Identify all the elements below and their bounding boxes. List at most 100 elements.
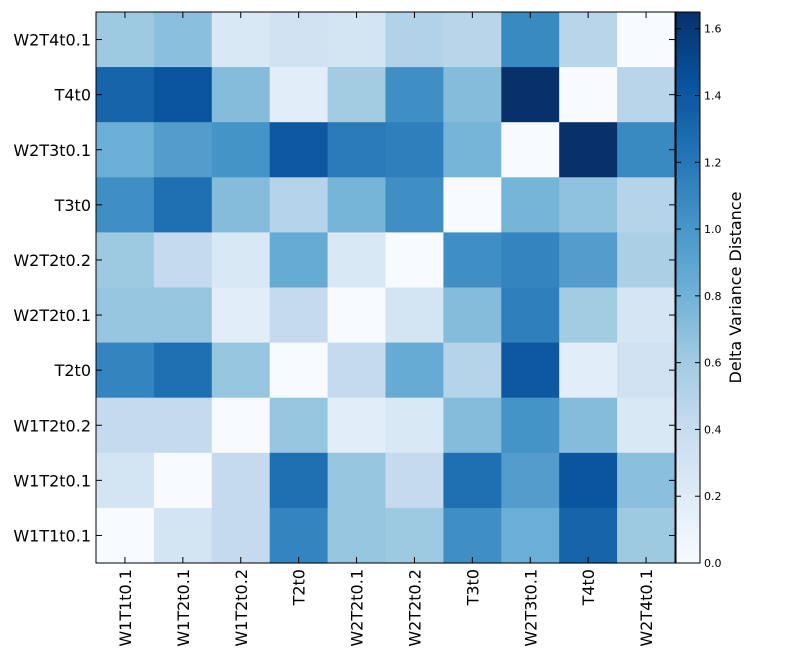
heatmap-cell [96, 287, 155, 344]
heatmap-cell [443, 507, 502, 564]
heatmap-cell [617, 122, 676, 178]
heatmap-cell [501, 122, 560, 178]
heatmap-cell [269, 232, 329, 289]
heatmap-cell [269, 67, 329, 123]
x-tick-label: W2T3t0.1 [521, 569, 540, 647]
x-tick-label: W1T2t0.2 [232, 569, 251, 647]
heatmap-cell [269, 397, 329, 454]
heatmap-cell [211, 397, 271, 454]
colorbar-label: Delta Variance Distance [726, 192, 745, 384]
heatmap-cell [385, 287, 444, 344]
heatmap-cell [385, 397, 444, 454]
heatmap-cell [501, 67, 560, 123]
heatmap-cell [617, 12, 676, 68]
heatmap-cell [443, 12, 502, 68]
heatmap-cell [559, 287, 618, 344]
heatmap-cell [617, 342, 676, 399]
y-tick-label: W1T2t0.2 [13, 416, 91, 435]
heatmap-cell [96, 342, 155, 399]
heatmap-cell [153, 122, 213, 178]
heatmap-cell [501, 12, 560, 68]
heatmap-cell [153, 342, 213, 399]
heatmap-cell [153, 232, 213, 289]
colorbar-ticks: 0.0 0.2 0.4 0.6 0.8 1.0 1.2 1.4 1.6 [676, 23, 722, 570]
heatmap-cell [443, 397, 502, 454]
heatmap-cell [211, 177, 271, 233]
heatmap-cell [211, 507, 271, 564]
x-tick-label: T3t0 [463, 569, 482, 606]
colorbar-tick-label: 0.8 [704, 290, 722, 303]
heatmap-cell [385, 177, 444, 233]
x-axis: W1T1t0.1 W1T2t0.1 W1T2t0.2 T2t0 W2T2t0.1 W2T2… [116, 12, 656, 647]
heatmap-cell [153, 177, 213, 233]
y-tick-label: W2T2t0.2 [13, 251, 91, 270]
heatmap-cell [327, 397, 387, 454]
colorbar-tick-label: 1.6 [704, 23, 722, 36]
heatmap-cell [385, 342, 444, 399]
heatmap-cell [269, 452, 329, 509]
heatmap-cell [501, 287, 560, 344]
heatmap-cell [269, 12, 329, 68]
heatmap-cell [559, 232, 618, 289]
y-tick-label: W1T1t0.1 [13, 526, 91, 545]
x-tick-label: T2t0 [290, 569, 309, 606]
heatmap-cell [96, 177, 155, 233]
y-tick-label: T2t0 [54, 361, 91, 380]
heatmap-cell [269, 287, 329, 344]
y-axis: W2T4t0.1 T4t0 W2T3t0.1 T3t0 W2T2t0.2 W2T2t0.1… [13, 31, 675, 545]
heatmap-cell [501, 232, 560, 289]
heatmap-cell [211, 122, 271, 178]
heatmap-cell [211, 287, 271, 344]
heatmap-cell [443, 177, 502, 233]
x-tick-label: W1T1t0.1 [116, 569, 135, 647]
heatmap-cell [153, 507, 213, 564]
colorbar-tick-label: 1.0 [704, 223, 722, 236]
heatmap-cell [385, 12, 444, 68]
heatmap-cell [269, 342, 329, 399]
heatmap-cell [559, 122, 618, 178]
colorbar-gradient [675, 11, 701, 564]
heatmap-cell [501, 342, 560, 399]
heatmap-cell [211, 12, 271, 68]
heatmap-cell [327, 507, 387, 564]
heatmap-cell [96, 12, 155, 68]
heatmap-cell [153, 452, 213, 509]
heatmap-cell [617, 452, 676, 509]
heatmap-cell [327, 287, 387, 344]
heatmap-cell [443, 342, 502, 399]
heatmap-cell [559, 507, 618, 564]
heatmap-cell [96, 452, 155, 509]
heatmap-cell [443, 67, 502, 123]
colorbar: 0.0 0.2 0.4 0.6 0.8 1.0 1.2 1.4 1.6 Delta Varian… [675, 11, 745, 570]
y-tick-label: W2T2t0.1 [13, 306, 91, 325]
heatmap-cell [443, 122, 502, 178]
heatmap-cell [327, 452, 387, 509]
heatmap-cell [443, 287, 502, 344]
heatmap-cell [385, 452, 444, 509]
heatmap-cell [327, 232, 387, 289]
heatmap-cell [153, 287, 213, 344]
heatmap-cell [559, 397, 618, 454]
heatmap-cell [327, 67, 387, 123]
heatmap-cell [617, 287, 676, 344]
heatmap-cell [385, 67, 444, 123]
heatmap-cell [559, 177, 618, 233]
heatmap-cell [153, 12, 213, 68]
heatmap-cell [501, 452, 560, 509]
heatmap-cell [559, 452, 618, 509]
heatmap-cell [211, 342, 271, 399]
colorbar-tick-label: 0.6 [704, 357, 722, 370]
heatmap-cell [211, 67, 271, 123]
heatmap-cell [385, 122, 444, 178]
heatmap-cell [501, 177, 560, 233]
heatmap-cell [559, 12, 618, 68]
heatmap-cell [617, 67, 676, 123]
heatmap-cell [96, 507, 155, 564]
heatmap-cell [559, 67, 618, 123]
y-tick-label: T3t0 [54, 196, 91, 215]
colorbar-tick-label: 1.2 [704, 156, 722, 169]
heatmap-cell [327, 177, 387, 233]
heatmap-cell [617, 177, 676, 233]
x-tick-label: W1T2t0.1 [174, 569, 193, 647]
